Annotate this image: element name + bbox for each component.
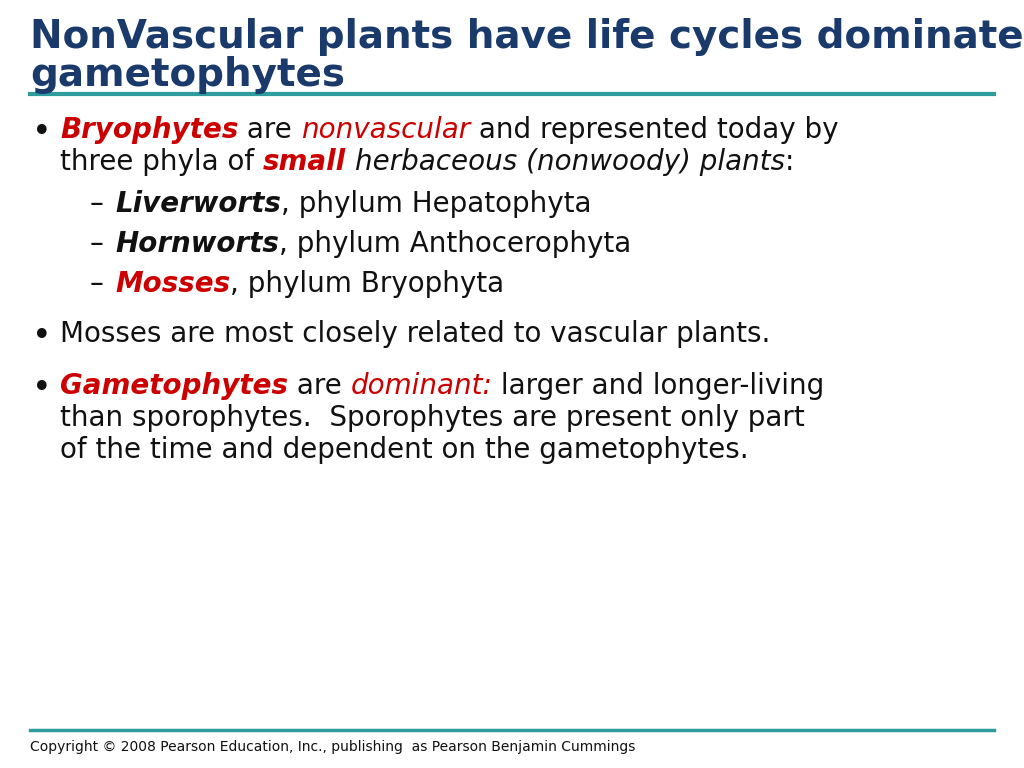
Text: larger and longer-living: larger and longer-living (493, 372, 824, 400)
Text: Copyright © 2008 Pearson Education, Inc., publishing  as Pearson Benjamin Cummin: Copyright © 2008 Pearson Education, Inc.… (30, 740, 635, 754)
Text: , phylum Bryophyta: , phylum Bryophyta (230, 270, 504, 298)
Text: gametophytes: gametophytes (30, 56, 345, 94)
Text: three phyla of: three phyla of (60, 148, 263, 176)
Text: •: • (32, 116, 51, 149)
Text: •: • (32, 372, 51, 405)
Text: of the time and dependent on the gametophytes.: of the time and dependent on the gametop… (60, 436, 749, 464)
Text: Hornworts: Hornworts (115, 230, 279, 258)
Text: dominant:: dominant: (350, 372, 493, 400)
Text: Bryophytes: Bryophytes (60, 116, 239, 144)
Text: and represented today by: and represented today by (470, 116, 839, 144)
Text: –: – (90, 270, 103, 298)
Text: :: : (785, 148, 795, 176)
Text: Liverworts: Liverworts (115, 190, 281, 218)
Text: –: – (90, 230, 103, 258)
Text: , phylum Hepatophyta: , phylum Hepatophyta (281, 190, 592, 218)
Text: Mosses: Mosses (115, 270, 230, 298)
Text: are: are (288, 372, 350, 400)
Text: Mosses are most closely related to vascular plants.: Mosses are most closely related to vascu… (60, 320, 770, 348)
Text: are: are (239, 116, 301, 144)
Text: than sporophytes.  Sporophytes are present only part: than sporophytes. Sporophytes are presen… (60, 404, 805, 432)
Text: •: • (32, 320, 51, 353)
Text: –: – (90, 190, 103, 218)
Text: Gametophytes: Gametophytes (60, 372, 288, 400)
Text: nonvascular: nonvascular (301, 116, 470, 144)
Text: , phylum Anthocerophyta: , phylum Anthocerophyta (279, 230, 631, 258)
Text: NonVascular plants have life cycles dominated by: NonVascular plants have life cycles domi… (30, 18, 1024, 56)
Text: small: small (263, 148, 346, 176)
Text: herbaceous (nonwoody) plants: herbaceous (nonwoody) plants (355, 148, 785, 176)
